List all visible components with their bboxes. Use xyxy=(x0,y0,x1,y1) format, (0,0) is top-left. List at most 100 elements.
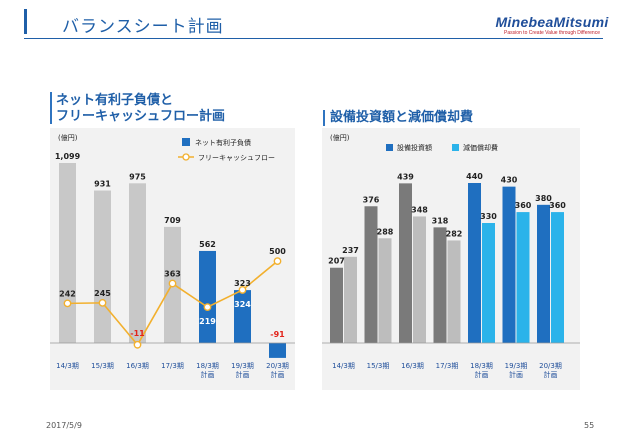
depreciation-value-label: 360 xyxy=(549,201,566,210)
chart1-category-label: 14/3期 xyxy=(56,362,79,370)
chart1-heading-accent xyxy=(50,92,52,124)
net-debt-value-label: -91 xyxy=(270,330,285,339)
chart2-category-label: 18/3期 xyxy=(470,362,493,370)
fcf-value-label: 324 xyxy=(234,300,251,309)
net-debt-value-label: 323 xyxy=(234,279,251,288)
company-logo: MinebeaMitsumi Passion to Create Value t… xyxy=(492,14,612,36)
fcf-value-label: 500 xyxy=(269,247,286,256)
fcf-point xyxy=(273,257,282,266)
legend-label-depreciation: 減価償却費 xyxy=(463,143,498,152)
capex-bar xyxy=(502,186,516,343)
capex-value-label: 207 xyxy=(328,257,345,266)
depreciation-value-label: 288 xyxy=(377,227,394,236)
capex-value-label: 439 xyxy=(397,172,414,181)
legend-label-capex: 設備投資額 xyxy=(397,143,432,152)
capex-value-label: 318 xyxy=(432,216,449,225)
depreciation-bar xyxy=(413,216,426,343)
chart1-category-label: 17/3期 xyxy=(161,362,184,370)
title-underline xyxy=(24,38,603,39)
fcf-point xyxy=(63,299,72,308)
chart1-category-label: 計画 xyxy=(271,370,285,379)
capex-bar xyxy=(364,206,378,343)
depreciation-bar xyxy=(482,223,495,343)
chart2-unit-label: (億円) xyxy=(330,133,350,142)
legend-label-net-debt: ネット有利子負債 xyxy=(195,138,251,147)
fcf-value-label: 245 xyxy=(94,289,111,298)
depreciation-bar xyxy=(378,238,392,343)
fcf-value-label: -11 xyxy=(130,329,145,338)
chart2-category-label: 計画 xyxy=(509,370,523,379)
fcf-point xyxy=(133,340,142,349)
chart1-unit-label: (億円) xyxy=(58,133,78,142)
net-debt-bar xyxy=(269,343,286,358)
depreciation-bar xyxy=(344,256,357,343)
capex-value-label: 376 xyxy=(363,195,380,204)
capex-bar xyxy=(537,204,550,343)
legend-swatch-net-debt xyxy=(182,138,190,146)
fcf-point xyxy=(98,298,107,307)
depreciation-bar xyxy=(551,212,564,343)
chart1-legend: ネット有利子負債 フリーキャッシュフロー xyxy=(178,138,275,162)
chart2-canvas: (億円) 設備投資額 減価償却費 207 237 376 288 439 348 318 28… xyxy=(322,128,580,390)
logo-tagline: Passion to Create Value through Differen… xyxy=(504,30,600,36)
depreciation-bar xyxy=(516,212,530,343)
net-debt-value-label: 1,099 xyxy=(55,152,81,161)
chart1-category-label: 15/3期 xyxy=(91,362,114,370)
chart1-category-label: 16/3期 xyxy=(126,362,149,370)
depreciation-value-label: 237 xyxy=(342,246,359,255)
chart2-title: 設備投資額と減価償却費 xyxy=(330,110,474,125)
chart2-category-label: 17/3期 xyxy=(436,362,459,370)
legend-marker-fcf xyxy=(182,153,190,161)
logo-name: MinebeaMitsumi xyxy=(495,14,609,30)
chart2-category-label: 15/3期 xyxy=(367,362,390,370)
depreciation-value-label: 282 xyxy=(446,229,463,238)
net-debt-bar xyxy=(199,250,216,343)
page-title: バランスシート計画 xyxy=(62,17,224,37)
depreciation-value-label: 330 xyxy=(480,212,497,221)
chart1-title-line-2: フリーキャッシュフロー計画 xyxy=(56,109,226,124)
fcf-value-label: 363 xyxy=(164,270,181,279)
chart2-category-label: 16/3期 xyxy=(401,362,424,370)
depreciation-value-label: 360 xyxy=(515,201,532,210)
chart1-canvas: (億円) ネット有利子負債 フリーキャッシュフロー 1,099 931 975 709… xyxy=(50,128,295,390)
depreciation-bar xyxy=(447,240,461,343)
net-debt-bar xyxy=(94,190,111,343)
capex-bar xyxy=(468,183,481,343)
fcf-point xyxy=(238,286,247,294)
legend-label-fcf: フリーキャッシュフロー xyxy=(198,154,275,162)
fcf-value-label: 242 xyxy=(59,289,76,298)
chart1-category-label: 20/3期 xyxy=(266,362,289,370)
title-accent-bar xyxy=(24,9,27,34)
legend-swatch-capex xyxy=(386,144,393,151)
capex-value-label: 380 xyxy=(535,194,552,203)
capex-bar xyxy=(433,227,447,343)
fcf-point xyxy=(203,303,212,312)
capex-bar xyxy=(330,267,343,343)
net-debt-value-label: 931 xyxy=(94,180,111,189)
chart1-category-label: 計画 xyxy=(236,370,250,379)
net-debt-bar xyxy=(129,183,146,343)
chart2-category-label: 計画 xyxy=(475,370,489,379)
net-debt-value-label: 709 xyxy=(164,216,181,225)
chart2-category-label: 計画 xyxy=(544,370,558,379)
net-debt-value-label: 975 xyxy=(129,172,146,181)
capex-value-label: 430 xyxy=(501,176,518,185)
net-debt-value-label: 562 xyxy=(199,240,216,249)
chart1-title: ネット有利子負債と フリーキャッシュフロー計画 xyxy=(56,93,225,125)
chart2-category-label: 14/3期 xyxy=(332,362,355,370)
chart2-heading-accent xyxy=(323,110,325,126)
chart1-category-label: 19/3期 xyxy=(231,362,254,370)
depreciation-value-label: 348 xyxy=(411,205,428,214)
legend-swatch-depreciation xyxy=(452,144,459,151)
capex-bar xyxy=(399,183,412,343)
capex-value-label: 440 xyxy=(466,172,483,181)
net-debt-bar xyxy=(59,163,76,343)
fcf-point xyxy=(168,279,177,288)
chart2-legend: 設備投資額 減価償却費 xyxy=(386,143,498,152)
chart2-category-label: 20/3期 xyxy=(539,362,562,370)
chart1-category-label: 計画 xyxy=(201,370,215,379)
page-number: 55 xyxy=(584,421,595,430)
chart1-title-line-1: ネット有利子負債と xyxy=(56,93,174,108)
net-debt-bar xyxy=(234,290,251,343)
fcf-value-label: 219 xyxy=(199,317,216,326)
